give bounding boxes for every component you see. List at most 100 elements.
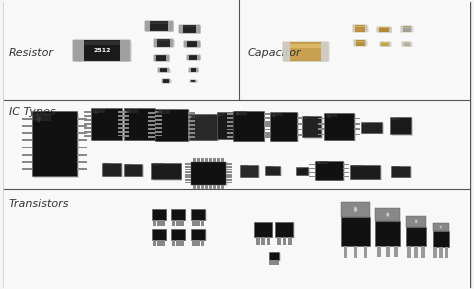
Bar: [185, 179, 191, 181]
Bar: [187, 55, 190, 60]
Bar: [315, 161, 343, 180]
Bar: [264, 136, 270, 138]
Bar: [155, 131, 162, 133]
Bar: [267, 166, 273, 168]
Bar: [84, 123, 91, 125]
Bar: [377, 27, 379, 32]
Bar: [433, 231, 449, 247]
Bar: [227, 121, 233, 123]
Bar: [118, 123, 124, 125]
Bar: [318, 123, 324, 125]
Bar: [402, 42, 411, 46]
Bar: [317, 161, 328, 164]
Bar: [283, 42, 328, 61]
Bar: [318, 134, 324, 136]
Bar: [221, 158, 224, 162]
Ellipse shape: [126, 165, 128, 166]
Bar: [343, 172, 349, 173]
Bar: [184, 41, 187, 47]
Bar: [354, 40, 366, 45]
Bar: [242, 166, 260, 178]
Bar: [154, 55, 169, 61]
Bar: [389, 27, 391, 32]
Bar: [226, 168, 232, 170]
Ellipse shape: [363, 123, 365, 124]
Bar: [201, 220, 204, 226]
Bar: [221, 185, 224, 189]
Bar: [75, 41, 132, 62]
Bar: [356, 41, 365, 42]
Bar: [118, 127, 124, 129]
Bar: [126, 109, 138, 112]
Bar: [389, 42, 390, 46]
Bar: [161, 240, 165, 246]
Bar: [191, 115, 201, 118]
Bar: [226, 171, 232, 173]
Bar: [227, 136, 233, 138]
Ellipse shape: [242, 166, 244, 167]
Bar: [122, 116, 129, 117]
Bar: [77, 118, 87, 120]
Bar: [145, 21, 173, 31]
Bar: [185, 166, 191, 168]
Bar: [391, 118, 400, 120]
Bar: [158, 68, 169, 72]
Bar: [209, 158, 212, 162]
Bar: [163, 80, 172, 83]
Bar: [302, 116, 321, 137]
Bar: [153, 220, 156, 226]
Bar: [218, 113, 225, 116]
Bar: [195, 79, 196, 82]
Bar: [150, 22, 168, 23]
Bar: [406, 227, 426, 246]
Bar: [22, 125, 32, 127]
Bar: [197, 55, 200, 60]
Bar: [122, 131, 129, 133]
Bar: [192, 220, 196, 226]
Bar: [118, 119, 124, 121]
Bar: [226, 174, 232, 176]
Bar: [226, 182, 232, 184]
Bar: [197, 41, 200, 47]
Bar: [152, 229, 166, 240]
Bar: [124, 164, 142, 176]
Bar: [205, 158, 208, 162]
Bar: [284, 42, 329, 62]
Bar: [125, 164, 132, 166]
Ellipse shape: [327, 115, 330, 118]
Bar: [379, 27, 389, 28]
Bar: [148, 136, 155, 138]
Bar: [410, 26, 412, 32]
Bar: [219, 114, 237, 140]
Ellipse shape: [273, 114, 275, 117]
Bar: [191, 162, 227, 185]
Bar: [189, 56, 201, 60]
Bar: [163, 79, 169, 80]
Bar: [4, 0, 239, 100]
Ellipse shape: [236, 113, 239, 116]
Bar: [84, 127, 91, 129]
Bar: [261, 237, 265, 245]
Bar: [226, 163, 232, 165]
Bar: [343, 175, 349, 177]
Bar: [157, 110, 190, 142]
Bar: [297, 117, 303, 119]
Bar: [188, 128, 195, 130]
Bar: [34, 112, 79, 177]
Bar: [226, 177, 232, 178]
Bar: [363, 123, 384, 134]
Bar: [309, 164, 315, 166]
Bar: [155, 56, 170, 62]
Bar: [188, 116, 195, 118]
Bar: [190, 79, 196, 82]
Bar: [191, 229, 205, 240]
Text: Capacitor: Capacitor: [247, 48, 301, 58]
Bar: [407, 246, 411, 258]
Bar: [326, 114, 337, 117]
Bar: [169, 79, 170, 83]
Ellipse shape: [36, 116, 41, 123]
Ellipse shape: [159, 111, 162, 114]
Bar: [213, 158, 216, 162]
Bar: [304, 117, 323, 138]
Bar: [126, 109, 157, 141]
